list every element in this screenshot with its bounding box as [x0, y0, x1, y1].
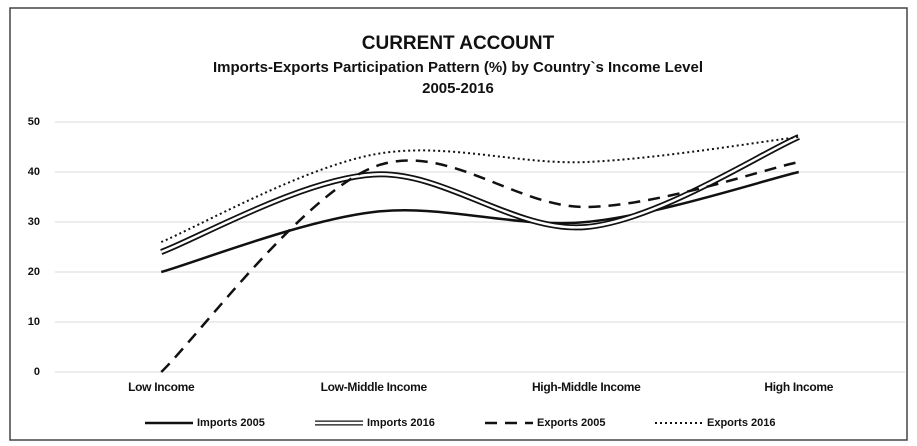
line: [160, 159, 800, 373]
legend-label: Exports 2016: [707, 417, 775, 429]
legend-label: Imports 2016: [367, 417, 435, 429]
line-inner: [160, 135, 800, 254]
y-tick-label: 0: [34, 366, 40, 378]
y-tick-label: 10: [28, 316, 40, 328]
chart-border: [9, 7, 908, 441]
y-tick-label: 20: [28, 266, 40, 278]
x-tick-label: High Income: [764, 380, 833, 394]
x-tick-label: High-Middle Income: [532, 380, 641, 394]
chart-title: CURRENT ACCOUNT: [362, 33, 555, 54]
legend-label: Exports 2005: [537, 417, 605, 429]
y-tick-label: 40: [28, 166, 40, 178]
x-tick-label: Low-Middle Income: [321, 380, 428, 394]
line: [160, 170, 800, 274]
y-tick-label: 30: [28, 216, 40, 228]
line: [160, 136, 799, 243]
chart-subtitle: Imports-Exports Participation Pattern (%…: [213, 59, 703, 76]
y-tick-label: 50: [28, 116, 40, 128]
x-tick-label: Low Income: [128, 380, 195, 394]
legend-label: Imports 2005: [197, 417, 265, 429]
chart-subtitle: 2005-2016: [422, 80, 494, 97]
